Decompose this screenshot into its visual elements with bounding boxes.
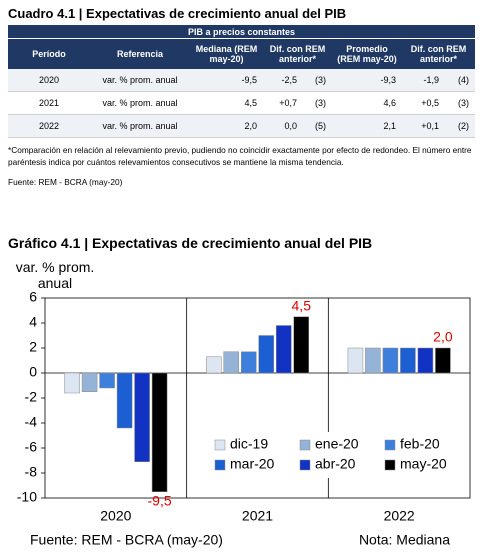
y-axis-label: var. % prom. anual — [15, 259, 95, 291]
table-cell: (3) — [445, 91, 476, 115]
table-cell: (5) — [303, 114, 332, 138]
table-row: 2022 var. % prom. anual 2,0 0,0 (5) 2,1 +0,1 (2… — [8, 114, 476, 138]
table-cell: 2021 — [8, 91, 90, 115]
y-tick-label: 0 — [29, 364, 37, 380]
legend-label: may-20 — [400, 456, 447, 472]
bar — [293, 316, 309, 374]
column-header: Dif. con REM anterior* — [402, 38, 476, 69]
bar — [64, 372, 80, 394]
y-tick-label: -6 — [25, 439, 38, 455]
table-cell: 2020 — [8, 69, 90, 92]
column-header: Referencia — [90, 38, 190, 69]
table-cell: 2,1 — [332, 114, 402, 138]
table-cell: -2,5 — [263, 69, 303, 92]
bar — [116, 372, 133, 429]
table-cell: -9,3 — [332, 69, 402, 92]
bar — [276, 325, 292, 374]
table-cell: +0,1 — [402, 114, 445, 138]
table-cell: var. % prom. anual — [90, 91, 190, 115]
bar — [365, 347, 381, 374]
table-cell: (3) — [303, 91, 332, 115]
bar — [347, 347, 364, 374]
chart-note: Nota: Mediana — [359, 532, 450, 548]
y-tick-label: -10 — [17, 489, 37, 505]
table-cell: (4) — [445, 69, 476, 92]
table-cell: var. % prom. anual — [90, 114, 190, 138]
value-label: 2,0 — [433, 329, 453, 345]
table-cell: 4,5 — [190, 91, 263, 115]
table-cell: (3) — [303, 69, 332, 92]
chart-title: Gráfico 4.1 | Expectativas de crecimient… — [8, 235, 373, 251]
value-label: -9,5 — [148, 492, 172, 508]
table-cell: -1,9 — [402, 69, 445, 92]
value-label: 4,5 — [292, 297, 312, 313]
y-tick-label: -2 — [25, 389, 38, 405]
bar — [99, 372, 115, 389]
column-header: Dif. con REM anterior* — [263, 38, 332, 69]
y-tick-label: -8 — [25, 464, 38, 480]
column-header: Período — [8, 38, 90, 69]
group-header: PIB a precios constantes — [8, 25, 476, 39]
bar — [382, 347, 399, 374]
table-row: 2020 var. % prom. anual -9,5 -2,5 (3) -9,3 -1,… — [8, 69, 476, 92]
legend-label: ene-20 — [315, 436, 359, 452]
bar — [241, 351, 257, 374]
x-tick-label: 2020 — [100, 508, 131, 524]
bar — [400, 347, 416, 374]
y-tick-label: 2 — [29, 339, 37, 355]
bar — [223, 351, 239, 374]
bar — [151, 372, 168, 492]
table-row: 2021 var. % prom. anual 4,5 +0,7 (3) 4,6 +0,5(… — [8, 91, 476, 115]
y-tick-label: 4 — [29, 314, 37, 330]
table-source: Fuente: REM - BCRA (may-20) — [8, 177, 123, 187]
legend-swatch — [384, 439, 396, 451]
x-tick-label: 2022 — [384, 508, 415, 524]
table-cell: 0,0 — [263, 114, 303, 138]
table-cell: var. % prom. anual — [90, 69, 190, 92]
table-note: *Comparación en relación al relevamiento… — [8, 145, 472, 167]
legend-label: dic-19 — [230, 436, 268, 452]
legend-label: feb-20 — [400, 436, 440, 452]
bar — [206, 356, 222, 374]
table-cell: +0,7 — [263, 91, 303, 115]
legend-label: abr-20 — [315, 456, 356, 472]
table-cell: 4,6 — [332, 91, 402, 115]
table-cell: 2,0 — [190, 114, 263, 138]
table-cell: +0,5 — [402, 91, 445, 115]
legend-swatch — [299, 459, 311, 471]
table-cell: 2022 — [8, 114, 90, 138]
table-title: Cuadro 4.1 | Expectativas de crecimiento… — [8, 6, 347, 21]
bar — [134, 372, 150, 462]
y-tick-label: 6 — [29, 289, 37, 305]
table-cell: (2) — [445, 114, 476, 138]
bar — [417, 347, 434, 374]
legend-swatch — [299, 439, 311, 451]
legend-swatch — [384, 459, 396, 471]
legend-box — [205, 432, 448, 478]
x-tick-label: 2021 — [242, 508, 273, 524]
table-cell: -9,5 — [190, 69, 263, 92]
column-header: Mediana (REM may-20) — [190, 38, 263, 69]
y-tick-label: -4 — [25, 414, 38, 430]
bar — [81, 372, 98, 392]
legend-swatch — [214, 439, 226, 451]
bar — [258, 335, 274, 374]
legend-swatch — [214, 459, 226, 471]
legend-label: mar-20 — [230, 456, 275, 472]
bar — [435, 347, 451, 374]
chart-source: Fuente: REM - BCRA (may-20) — [30, 532, 223, 548]
column-header: Promedio (REM may-20) — [332, 38, 402, 69]
table: PIB a precios constantes Período Referen… — [8, 25, 476, 138]
